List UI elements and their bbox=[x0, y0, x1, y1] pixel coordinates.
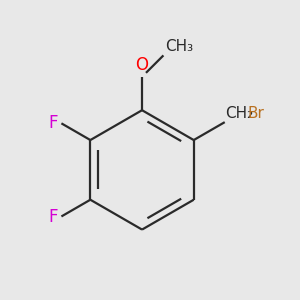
Text: Br: Br bbox=[247, 106, 264, 122]
Text: F: F bbox=[49, 208, 58, 226]
Text: F: F bbox=[49, 113, 58, 131]
Text: CH₃: CH₃ bbox=[165, 39, 193, 54]
Text: CH₂: CH₂ bbox=[226, 106, 254, 122]
Text: O: O bbox=[136, 56, 148, 74]
